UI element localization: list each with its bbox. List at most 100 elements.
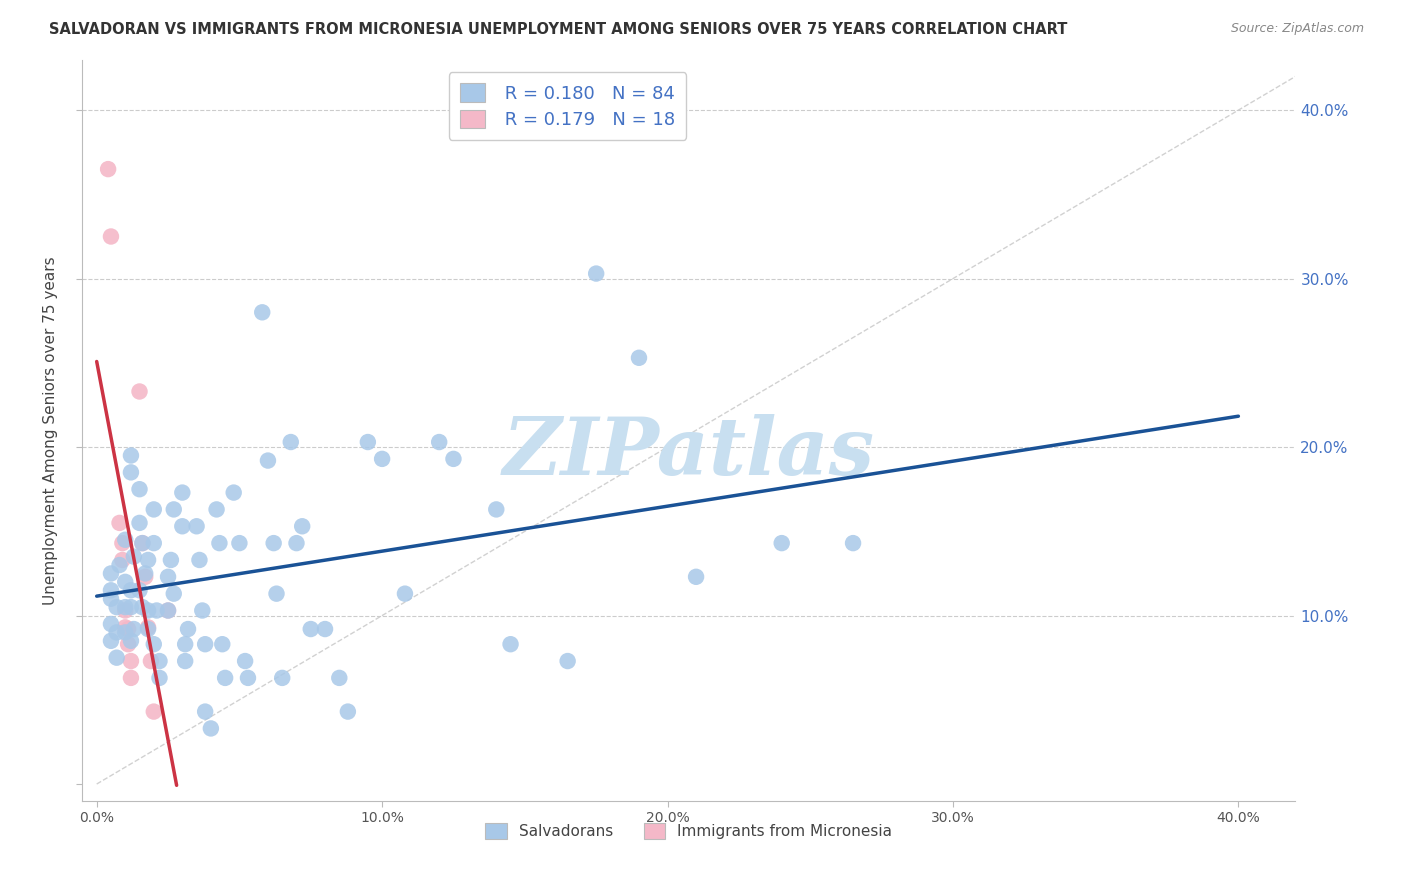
Salvadorans bbox=[100, 591, 122, 606]
Salvadorans bbox=[120, 583, 142, 598]
Salvadorans bbox=[685, 570, 707, 584]
Immigrants from Micronesia bbox=[139, 654, 162, 668]
Salvadorans bbox=[131, 600, 153, 615]
Salvadorans bbox=[100, 583, 122, 598]
Salvadorans bbox=[271, 671, 294, 685]
Salvadorans bbox=[114, 600, 136, 615]
Salvadorans bbox=[191, 603, 214, 617]
Salvadorans bbox=[120, 466, 142, 480]
Immigrants from Micronesia bbox=[111, 536, 134, 550]
Immigrants from Micronesia bbox=[128, 384, 150, 399]
Salvadorans bbox=[328, 671, 350, 685]
Salvadorans bbox=[136, 553, 159, 567]
Salvadorans bbox=[108, 558, 131, 572]
Salvadorans bbox=[299, 622, 322, 636]
Salvadorans bbox=[194, 705, 217, 719]
Salvadorans bbox=[114, 533, 136, 547]
Salvadorans bbox=[114, 625, 136, 640]
Salvadorans bbox=[770, 536, 793, 550]
Salvadorans bbox=[172, 485, 194, 500]
Legend: Salvadorans, Immigrants from Micronesia: Salvadorans, Immigrants from Micronesia bbox=[479, 817, 898, 845]
Salvadorans bbox=[263, 536, 285, 550]
Salvadorans bbox=[142, 536, 165, 550]
Salvadorans bbox=[222, 485, 245, 500]
Salvadorans bbox=[163, 502, 186, 516]
Salvadorans bbox=[394, 587, 416, 601]
Salvadorans bbox=[228, 536, 250, 550]
Salvadorans bbox=[163, 587, 186, 601]
Salvadorans bbox=[157, 570, 180, 584]
Salvadorans bbox=[148, 654, 170, 668]
Salvadorans bbox=[172, 519, 194, 533]
Salvadorans bbox=[371, 451, 394, 466]
Salvadorans bbox=[100, 633, 122, 648]
Salvadorans bbox=[200, 722, 222, 736]
Salvadorans bbox=[174, 654, 197, 668]
Salvadorans bbox=[314, 622, 336, 636]
Salvadorans bbox=[233, 654, 256, 668]
Immigrants from Micronesia bbox=[111, 553, 134, 567]
Immigrants from Micronesia bbox=[136, 620, 159, 634]
Salvadorans bbox=[148, 671, 170, 685]
Salvadorans bbox=[427, 435, 450, 450]
Salvadorans bbox=[142, 637, 165, 651]
Salvadorans bbox=[252, 305, 274, 319]
Salvadorans bbox=[128, 516, 150, 530]
Salvadorans bbox=[114, 574, 136, 589]
Immigrants from Micronesia bbox=[117, 637, 139, 651]
Salvadorans bbox=[142, 502, 165, 516]
Immigrants from Micronesia bbox=[142, 705, 165, 719]
Salvadorans bbox=[627, 351, 650, 365]
Salvadorans bbox=[128, 583, 150, 598]
Salvadorans bbox=[357, 435, 380, 450]
Salvadorans bbox=[485, 502, 508, 516]
Salvadorans bbox=[177, 622, 200, 636]
Immigrants from Micronesia bbox=[134, 570, 156, 584]
Salvadorans bbox=[128, 482, 150, 496]
Immigrants from Micronesia bbox=[120, 654, 142, 668]
Immigrants from Micronesia bbox=[120, 671, 142, 685]
Salvadorans bbox=[131, 536, 153, 550]
Salvadorans bbox=[236, 671, 259, 685]
Salvadorans bbox=[105, 600, 128, 615]
Immigrants from Micronesia bbox=[114, 603, 136, 617]
Salvadorans bbox=[257, 453, 280, 467]
Immigrants from Micronesia bbox=[131, 536, 153, 550]
Salvadorans bbox=[336, 705, 359, 719]
Salvadorans bbox=[211, 637, 233, 651]
Salvadorans bbox=[291, 519, 314, 533]
Immigrants from Micronesia bbox=[100, 229, 122, 244]
Salvadorans bbox=[174, 637, 197, 651]
Salvadorans bbox=[585, 267, 607, 281]
Salvadorans bbox=[122, 622, 145, 636]
Text: Source: ZipAtlas.com: Source: ZipAtlas.com bbox=[1230, 22, 1364, 36]
Salvadorans bbox=[443, 451, 465, 466]
Salvadorans bbox=[186, 519, 208, 533]
Salvadorans bbox=[105, 625, 128, 640]
Salvadorans bbox=[842, 536, 865, 550]
Salvadorans bbox=[208, 536, 231, 550]
Salvadorans bbox=[136, 622, 159, 636]
Immigrants from Micronesia bbox=[97, 162, 120, 177]
Y-axis label: Unemployment Among Seniors over 75 years: Unemployment Among Seniors over 75 years bbox=[44, 256, 58, 605]
Salvadorans bbox=[100, 566, 122, 581]
Salvadorans bbox=[120, 633, 142, 648]
Salvadorans bbox=[105, 650, 128, 665]
Salvadorans bbox=[120, 600, 142, 615]
Salvadorans bbox=[134, 566, 156, 581]
Text: SALVADORAN VS IMMIGRANTS FROM MICRONESIA UNEMPLOYMENT AMONG SENIORS OVER 75 YEAR: SALVADORAN VS IMMIGRANTS FROM MICRONESIA… bbox=[49, 22, 1067, 37]
Immigrants from Micronesia bbox=[114, 620, 136, 634]
Immigrants from Micronesia bbox=[117, 622, 139, 636]
Salvadorans bbox=[188, 553, 211, 567]
Immigrants from Micronesia bbox=[157, 603, 180, 617]
Salvadorans bbox=[194, 637, 217, 651]
Salvadorans bbox=[122, 549, 145, 564]
Salvadorans bbox=[205, 502, 228, 516]
Salvadorans bbox=[266, 587, 288, 601]
Salvadorans bbox=[214, 671, 236, 685]
Salvadorans bbox=[100, 617, 122, 632]
Salvadorans bbox=[145, 603, 167, 617]
Salvadorans bbox=[499, 637, 522, 651]
Salvadorans bbox=[285, 536, 308, 550]
Salvadorans bbox=[136, 603, 159, 617]
